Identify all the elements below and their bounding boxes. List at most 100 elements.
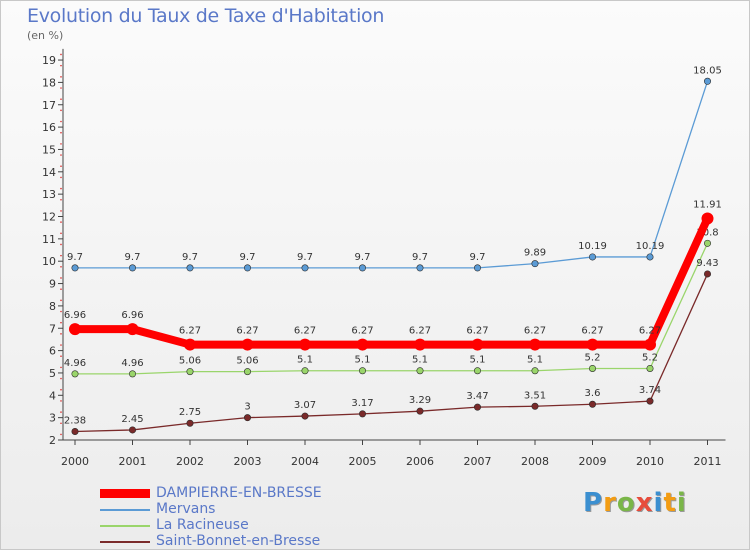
legend-swatch-mervans bbox=[100, 509, 150, 511]
data-point bbox=[531, 402, 539, 410]
data-label: 3 bbox=[244, 402, 250, 413]
data-point bbox=[186, 368, 194, 376]
data-label: 2.38 bbox=[64, 416, 86, 427]
y-minor-dot bbox=[60, 176, 62, 179]
data-point bbox=[588, 400, 596, 408]
y-minor-dot bbox=[60, 388, 62, 391]
y-minor-dot bbox=[60, 120, 62, 123]
x-tick-label: 2000 bbox=[61, 455, 89, 468]
y-minor-dot bbox=[60, 411, 62, 413]
x-tick-label: 2002 bbox=[176, 455, 204, 468]
y-minor-dot bbox=[60, 355, 62, 357]
data-point bbox=[473, 403, 481, 411]
y-minor-dot bbox=[60, 400, 62, 402]
y-tick-label: 12 bbox=[42, 211, 56, 224]
data-label: 3.29 bbox=[409, 395, 431, 406]
series-line bbox=[71, 214, 712, 349]
data-label: 5.1 bbox=[355, 355, 371, 366]
y-minor-dot bbox=[60, 154, 62, 156]
y-minor-dot bbox=[60, 433, 62, 436]
y-minor-dot bbox=[60, 422, 62, 425]
y-minor-dot bbox=[60, 165, 62, 168]
data-label: 9.89 bbox=[524, 248, 546, 259]
y-minor-dot bbox=[60, 221, 62, 223]
y-tick-label: 4 bbox=[49, 389, 56, 402]
data-point bbox=[241, 338, 254, 351]
y-tick-label: 19 bbox=[42, 54, 56, 67]
y-minor-dot bbox=[60, 299, 62, 302]
data-point bbox=[531, 367, 539, 375]
data-label: 5.1 bbox=[527, 355, 543, 366]
data-label: 6.27 bbox=[236, 326, 258, 337]
x-tick-label: 2010 bbox=[636, 455, 664, 468]
x-tick-label: 2005 bbox=[349, 455, 377, 468]
data-label: 6.27 bbox=[524, 326, 546, 337]
data-point bbox=[416, 264, 424, 272]
data-label: 3.47 bbox=[466, 391, 488, 402]
x-tick-label: 2003 bbox=[234, 455, 262, 468]
data-point bbox=[299, 338, 311, 351]
y-tick-label: 3 bbox=[49, 412, 56, 425]
data-label: 11.91 bbox=[693, 200, 722, 211]
data-point bbox=[358, 264, 366, 272]
data-point bbox=[244, 264, 252, 272]
data-label: 2.75 bbox=[179, 407, 201, 418]
y-minor-dot bbox=[60, 288, 62, 290]
data-label: 9.7 bbox=[125, 252, 141, 263]
data-label: 3.74 bbox=[639, 385, 661, 396]
data-label: 9.7 bbox=[355, 252, 371, 263]
data-label: 6.27 bbox=[581, 326, 603, 337]
y-tick-label: 9 bbox=[49, 278, 56, 291]
y-minor-dot bbox=[60, 366, 62, 369]
data-label: 5.06 bbox=[179, 356, 201, 367]
data-point bbox=[586, 338, 599, 351]
legend-swatch-la-racineuse bbox=[100, 525, 150, 527]
data-point bbox=[126, 323, 139, 336]
y-minor-dot bbox=[60, 321, 62, 324]
data-point bbox=[646, 397, 654, 405]
y-minor-dot bbox=[60, 310, 62, 313]
data-label: 6.27 bbox=[639, 326, 661, 337]
data-point bbox=[588, 364, 596, 372]
y-tick-label: 13 bbox=[42, 188, 56, 201]
data-label: 3.17 bbox=[351, 398, 373, 409]
data-label: 10.19 bbox=[578, 241, 607, 252]
data-label: 4.96 bbox=[64, 358, 86, 369]
data-label: 9.7 bbox=[67, 252, 83, 263]
data-point bbox=[71, 428, 79, 436]
data-point bbox=[701, 212, 714, 225]
data-label: 6.27 bbox=[409, 326, 431, 337]
data-point bbox=[416, 367, 424, 375]
y-minor-dot bbox=[60, 254, 62, 257]
data-point bbox=[529, 338, 541, 351]
data-point bbox=[71, 370, 79, 378]
y-minor-dot bbox=[60, 377, 62, 380]
data-label: 5.06 bbox=[236, 356, 258, 367]
data-label: 5.2 bbox=[585, 352, 601, 363]
y-tick-label: 14 bbox=[42, 166, 56, 179]
y-tick-label: 6 bbox=[49, 345, 56, 358]
data-label: 5.2 bbox=[642, 352, 658, 363]
data-label: 18.05 bbox=[693, 65, 722, 76]
data-label: 2.45 bbox=[121, 414, 143, 425]
data-point bbox=[186, 264, 194, 272]
data-point bbox=[358, 410, 366, 418]
data-label: 6.96 bbox=[64, 310, 86, 321]
data-label: 6.27 bbox=[351, 326, 373, 337]
chart-subtitle: (en %) bbox=[27, 29, 64, 42]
y-minor-dot bbox=[60, 344, 62, 346]
y-minor-dot bbox=[60, 243, 62, 246]
data-label: 10.19 bbox=[636, 241, 665, 252]
data-point bbox=[414, 338, 426, 351]
data-label: 4.96 bbox=[121, 358, 143, 369]
data-label: 10.8 bbox=[696, 227, 718, 238]
legend-swatch-saint-bonnet bbox=[100, 541, 150, 543]
y-tick-label: 11 bbox=[42, 233, 56, 246]
x-tick-label: 2008 bbox=[521, 455, 549, 468]
data-label: 3.6 bbox=[585, 388, 601, 399]
y-minor-dot bbox=[60, 232, 62, 235]
series-line bbox=[74, 273, 709, 433]
data-point bbox=[473, 264, 481, 272]
y-tick-label: 5 bbox=[49, 367, 56, 380]
series-line bbox=[74, 80, 709, 269]
